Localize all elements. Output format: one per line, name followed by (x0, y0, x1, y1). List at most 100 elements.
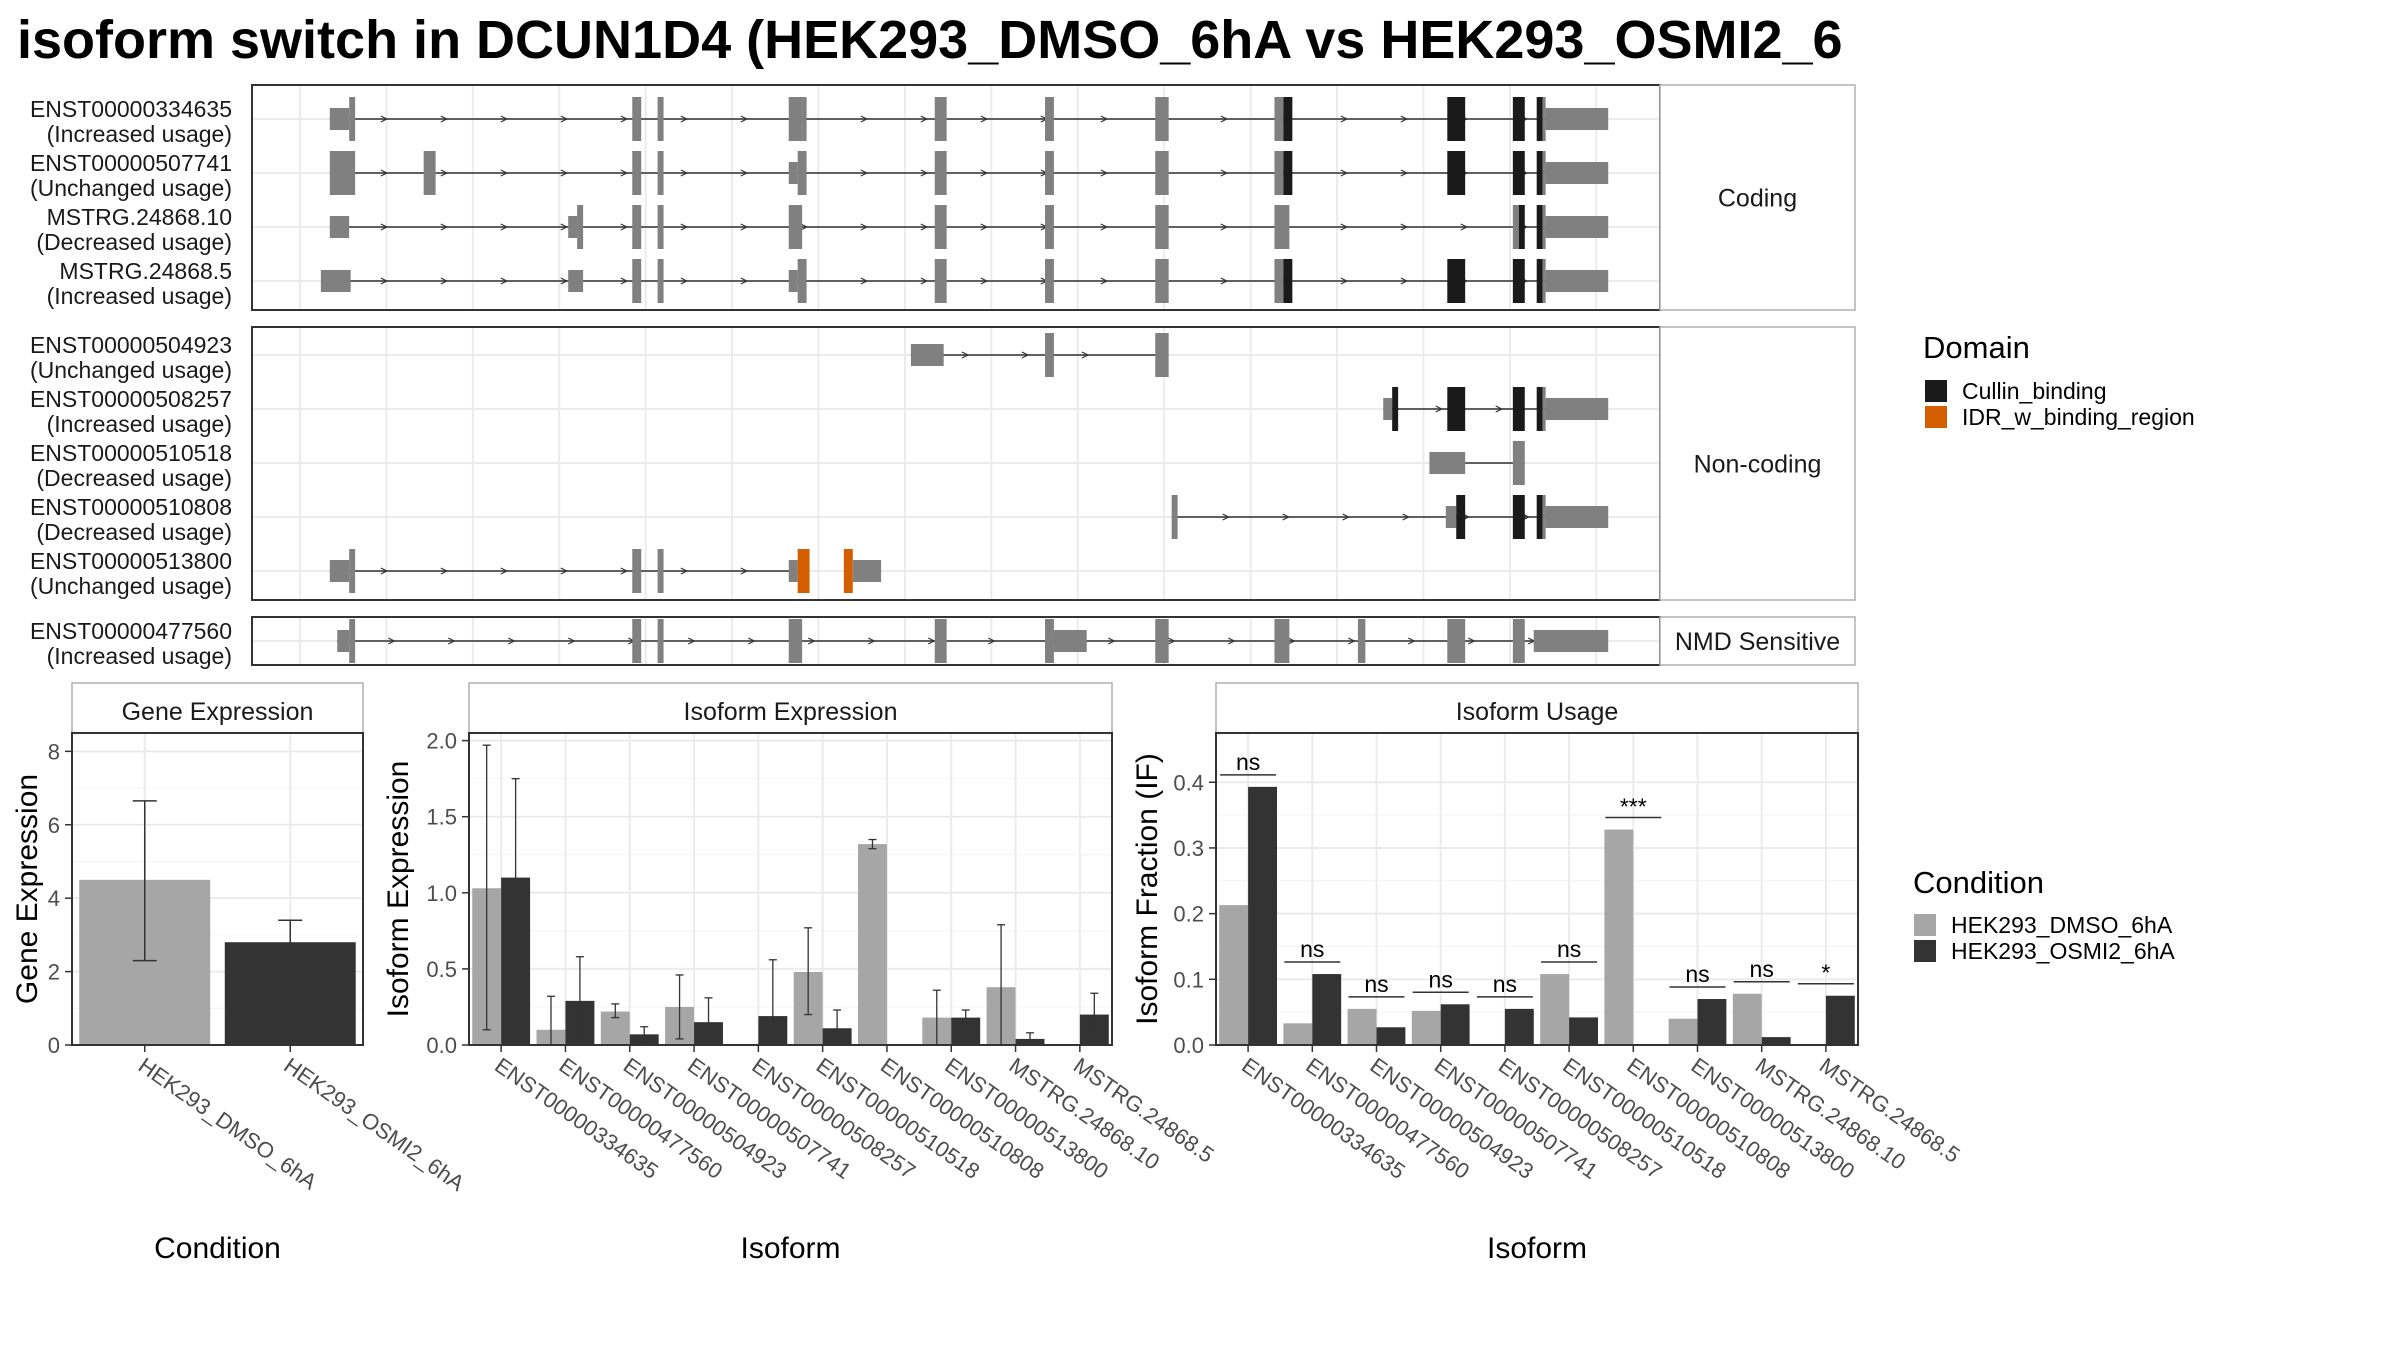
strand-arrow (1460, 223, 1469, 231)
strand-arrow (567, 637, 576, 645)
bar (1219, 905, 1249, 1045)
idr-domain-exon (797, 549, 810, 593)
strand-arrow (560, 115, 569, 123)
exon (320, 270, 351, 292)
significance-label: ns (1750, 956, 1774, 982)
facet-strip (1659, 84, 1856, 311)
x-axis-title: Isoform (740, 1232, 840, 1265)
exon (349, 619, 356, 663)
condition-legend-swatch (1914, 940, 1936, 962)
strand-arrow (680, 169, 689, 177)
exon (349, 97, 356, 141)
panel-strip (1215, 682, 1859, 734)
y-tick-label: 0 (48, 1033, 60, 1058)
exon (1447, 619, 1466, 663)
strand-arrow (507, 637, 516, 645)
cullin-domain-exon (1536, 387, 1543, 431)
y-tick-label: 0.0 (426, 1033, 457, 1058)
strand-arrow (440, 567, 449, 575)
panel-border (1215, 732, 1859, 1046)
strand-arrow (961, 351, 970, 359)
bar (1347, 1008, 1377, 1045)
exon (788, 560, 798, 582)
transcript-id: ENST00000504923 (30, 332, 232, 358)
transcript-usage: (Increased usage) (47, 121, 232, 147)
exon (1533, 630, 1609, 652)
strand-arrow (620, 169, 629, 177)
strand-arrow (1340, 115, 1349, 123)
transcript-usage: (Unchanged usage) (30, 573, 232, 599)
bar (1825, 995, 1855, 1045)
panel-background (252, 85, 1660, 310)
transcript-id: ENST00000507741 (30, 150, 232, 176)
exon (1542, 151, 1546, 195)
y-tick-label: 6 (48, 813, 60, 838)
exon (329, 108, 350, 130)
significance-label: ns (1364, 971, 1388, 997)
strand-arrow (1220, 277, 1229, 285)
exon (657, 205, 664, 249)
strand-arrow (680, 277, 689, 285)
y-tick-label: 1.5 (426, 805, 457, 830)
bar (1504, 1008, 1534, 1045)
y-tick-label: 4 (48, 886, 60, 911)
strand-arrow (1021, 351, 1030, 359)
exon (1045, 97, 1054, 141)
exon (1155, 151, 1169, 195)
exon (568, 270, 584, 292)
exon (1545, 270, 1609, 292)
exon (788, 205, 803, 249)
strand-arrow (387, 637, 396, 645)
domain-legend-label: IDR_w_binding_region (1962, 404, 2195, 430)
exon (1155, 205, 1169, 249)
strand-arrow (987, 637, 996, 645)
exon (802, 97, 807, 141)
transcript-usage: (Decreased usage) (36, 519, 232, 545)
exon (1545, 398, 1609, 420)
transcript-id: ENST00000334635 (30, 96, 232, 122)
exon (1045, 619, 1054, 663)
strand-arrow (1340, 169, 1349, 177)
strand-arrow (1282, 513, 1290, 521)
strand-arrow (1407, 637, 1416, 645)
bar (1761, 1037, 1791, 1045)
bar (1540, 974, 1570, 1045)
exon (1512, 441, 1525, 485)
idr-domain-exon (843, 549, 853, 593)
strand-arrow (740, 277, 749, 285)
transcript-id: ENST00000508257 (30, 386, 232, 412)
strand-arrow (920, 223, 929, 231)
bar (1569, 1017, 1598, 1045)
exon (1155, 619, 1169, 663)
legends: Domain Cullin_bindingIDR_w_binding_region… (1913, 330, 2195, 964)
cullin-domain-exon (1392, 387, 1399, 431)
bar (1283, 1023, 1313, 1045)
transcript-structure-panels: ENST00000334635(Increased usage)ENST0000… (30, 84, 1856, 669)
exon (1045, 259, 1054, 303)
strand-arrow (1227, 637, 1236, 645)
exon (423, 151, 436, 195)
strand-arrow (440, 115, 449, 123)
strand-arrow (1340, 277, 1349, 285)
strand-arrow (927, 637, 936, 645)
strand-arrow (620, 115, 629, 123)
domain-legend-title: Domain (1923, 330, 2030, 365)
transcript-usage: (Increased usage) (47, 643, 232, 669)
strand-arrow (1222, 513, 1230, 521)
y-tick-label: 0.4 (1173, 770, 1204, 795)
cullin-domain-exon (1536, 205, 1543, 249)
cullin-domain-exon (1447, 97, 1466, 141)
exon (1155, 333, 1169, 377)
strand-arrow (1107, 637, 1116, 645)
strand-arrow (920, 115, 929, 123)
transcript-usage: (Increased usage) (47, 411, 232, 437)
strand-arrow (800, 223, 809, 231)
bar (1248, 786, 1277, 1045)
exon (1545, 506, 1609, 528)
cullin-domain-exon (1512, 259, 1525, 303)
transcript-id: ENST00000510518 (30, 440, 232, 466)
y-tick-label: 2.0 (426, 729, 457, 754)
strand-arrow (1100, 169, 1109, 177)
exon (632, 619, 642, 663)
domain-legend-swatch (1925, 380, 1947, 402)
